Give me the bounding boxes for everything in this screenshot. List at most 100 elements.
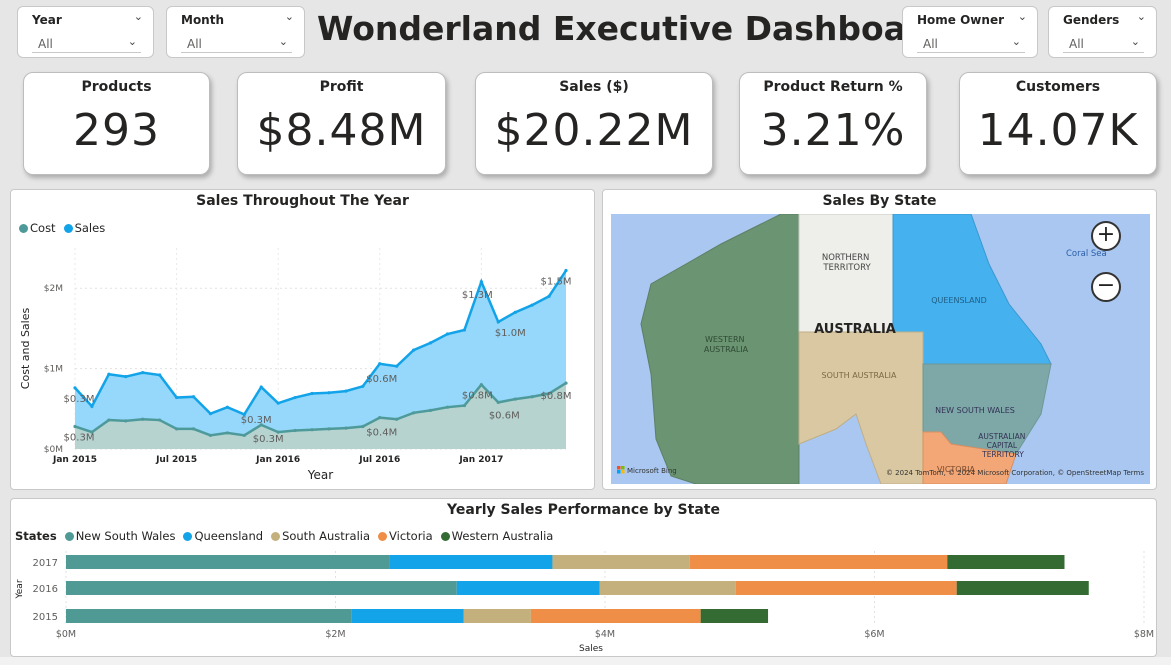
state-act[interactable]	[993, 439, 999, 445]
legend-item-qld[interactable]: Queensland	[183, 529, 263, 543]
legend-dot	[378, 531, 388, 541]
cost-point	[158, 418, 162, 422]
x-tick-label: $0M	[56, 629, 76, 640]
line-chart-legend: Cost Sales	[19, 221, 105, 235]
legend-item-wa[interactable]: Western Australia	[440, 529, 554, 543]
data-label: $0.8M	[541, 391, 572, 402]
sales-point	[513, 310, 517, 314]
chevron-down-icon[interactable]: ⌄	[133, 10, 143, 23]
legend-item-cost[interactable]: Cost	[19, 221, 56, 235]
legend-label: Victoria	[389, 529, 433, 543]
sales-point	[90, 404, 94, 408]
genders-dropdown[interactable]: All ⌄	[1063, 35, 1144, 53]
state-western-australia[interactable]	[640, 214, 800, 484]
kpi-card-sales[interactable]: Sales ($) $20.22M	[475, 72, 713, 175]
chevron-down-icon[interactable]: ⌄	[1130, 35, 1140, 48]
year-slicer[interactable]: Year ⌄ All ⌄	[17, 6, 154, 58]
kpi-label: Product Return %	[763, 79, 903, 95]
bar-segment	[735, 581, 957, 595]
map-label-qld: QUEENSLAND	[931, 296, 987, 305]
kpi-card-return-pct[interactable]: Product Return % 3.21%	[739, 72, 927, 175]
bar-segment	[463, 609, 531, 623]
map-title: Sales By State	[822, 193, 937, 209]
cost-point	[378, 416, 382, 420]
map-label-nt-line1: NORTHERN	[822, 253, 870, 263]
chevron-down-icon[interactable]: ⌄	[1136, 10, 1146, 23]
legend-label: Western Australia	[451, 529, 554, 543]
cost-point	[412, 411, 416, 415]
legend-label: Sales	[74, 221, 106, 235]
year-dropdown[interactable]: All ⌄	[32, 35, 141, 53]
sales-point	[242, 412, 246, 417]
x-tick-label: $6M	[864, 629, 884, 640]
x-tick-label: Jan 2015	[52, 455, 97, 465]
zoom-in-icon: +	[1096, 222, 1116, 247]
y-axis-title: Cost and Sales	[19, 308, 32, 390]
data-label: $0.6M	[366, 374, 397, 385]
genders-slicer[interactable]: Genders ⌄ All ⌄	[1048, 6, 1157, 58]
x-tick-label: Jul 2015	[155, 455, 197, 465]
chevron-down-icon[interactable]: ⌄	[284, 10, 294, 23]
kpi-card-profit[interactable]: Profit $8.48M	[237, 72, 446, 175]
legend-label: New South Wales	[75, 529, 176, 543]
sales-point	[259, 385, 263, 389]
bar-segment	[956, 581, 1089, 595]
australia-map[interactable]: NORTHERN TERRITORY WESTERN AUSTRALIA QUE…	[611, 214, 1150, 484]
map-label-act-line1: AUSTRALIAN	[978, 432, 1025, 441]
bar-segment	[66, 555, 390, 569]
bar-segment	[552, 555, 690, 569]
bing-logo-square-green	[621, 466, 625, 470]
bar-segment	[351, 609, 464, 623]
sales-point	[462, 328, 467, 332]
zoom-in-button[interactable]: +	[1091, 221, 1121, 251]
home-owner-slicer[interactable]: Home Owner ⌄ All ⌄	[902, 6, 1038, 58]
legend-label: South Australia	[282, 529, 371, 543]
legend-dot	[19, 223, 28, 233]
data-label: $0.3M	[64, 394, 95, 405]
legend-item-nsw[interactable]: New South Wales	[64, 529, 176, 543]
map-label-nt: NORTHERN TERRITORY	[822, 253, 872, 273]
chevron-down-icon[interactable]: ⌄	[127, 35, 137, 48]
chevron-down-icon[interactable]: ⌄	[278, 35, 288, 48]
bar-chart-title: Yearly Sales Performance by State	[447, 502, 720, 518]
legend-item-vic[interactable]: Victoria	[378, 529, 433, 543]
chevron-down-icon[interactable]: ⌄	[1017, 10, 1027, 23]
cost-point	[276, 430, 280, 434]
cost-point	[344, 426, 348, 430]
map-attribution[interactable]: © 2024 TomTom, © 2024 Microsoft Corporat…	[886, 469, 1144, 477]
bar-segment	[947, 555, 1065, 569]
sales-point	[225, 405, 229, 409]
data-label: $1.5M	[541, 277, 572, 288]
sales-map-panel[interactable]: Sales By State NORTHERN TERRITORY WESTER…	[602, 189, 1157, 490]
kpi-card-customers[interactable]: Customers 14.07K	[959, 72, 1157, 175]
kpi-label: Profit	[319, 79, 364, 95]
data-label: $0.3M	[64, 432, 95, 443]
month-slicer[interactable]: Month ⌄ All ⌄	[166, 6, 305, 58]
bar-segment	[66, 609, 352, 623]
bing-brand: Microsoft Bing	[627, 467, 677, 475]
home-owner-dropdown[interactable]: All ⌄	[917, 35, 1025, 53]
cost-point	[361, 424, 365, 429]
y-tick-label: 2016	[33, 584, 58, 595]
state-victoria[interactable]	[922, 431, 1017, 484]
year-slicer-label: Year	[32, 13, 62, 27]
sales-line-chart-panel[interactable]: Sales Throughout The Year Cost Sales $0M…	[10, 189, 595, 490]
cost-point	[191, 427, 196, 431]
bar-segment	[530, 609, 701, 623]
state-northern-territory[interactable]	[798, 214, 894, 333]
x-tick-label: Jul 2016	[358, 455, 400, 465]
cost-point	[327, 427, 331, 431]
state-bar-chart-panel[interactable]: Yearly Sales Performance by State States…	[10, 498, 1157, 657]
month-dropdown[interactable]: All ⌄	[181, 35, 292, 53]
map-label-vic: VICTORIA	[937, 465, 976, 474]
cost-point	[310, 428, 314, 432]
kpi-card-products[interactable]: Products 293	[23, 72, 210, 175]
legend-item-sa[interactable]: South Australia	[271, 529, 370, 543]
x-tick-label: $4M	[595, 629, 615, 640]
kpi-label: Customers	[1015, 79, 1101, 95]
zoom-out-button[interactable]: −	[1091, 272, 1121, 302]
chevron-down-icon[interactable]: ⌄	[1011, 35, 1021, 48]
legend-item-sales[interactable]: Sales	[63, 221, 106, 235]
legend-dot	[63, 223, 73, 233]
sales-point	[310, 391, 314, 396]
